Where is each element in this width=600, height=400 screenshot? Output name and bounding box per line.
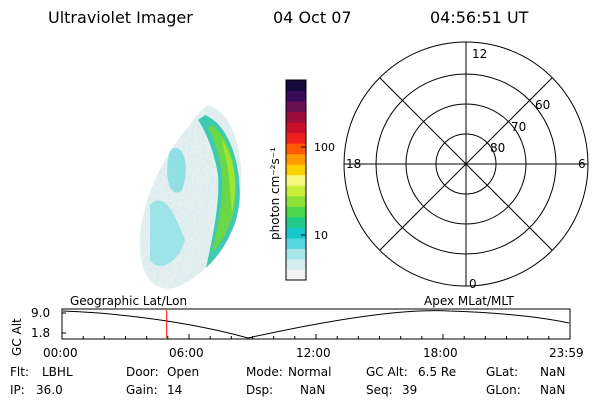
colorbar-cell: [286, 143, 306, 155]
colorbar-cell: [286, 269, 306, 281]
gain-value: 14: [167, 383, 183, 397]
colorbar-cell: [286, 216, 306, 228]
colorbar-cell: [286, 164, 306, 176]
gc-alt-value: 6.5 Re: [418, 365, 457, 379]
mlt-label-12: 12: [472, 47, 488, 61]
glat-label: GLat:: [486, 365, 519, 379]
timeline-xtick-1200: 12:00: [296, 346, 331, 360]
instrument-title: Ultraviolet Imager: [48, 8, 193, 27]
seq-value: 39: [402, 383, 418, 397]
colorbar-cell: [286, 206, 306, 218]
ring-label-60: 60: [535, 98, 551, 112]
timeline-xtick-0600: 06:00: [169, 346, 204, 360]
colorbar-tick-label-10: 10: [314, 229, 328, 242]
mlt-label-0: 0: [469, 277, 477, 291]
ip-label: IP:: [10, 383, 25, 397]
dsp-value: NaN: [300, 383, 326, 397]
colorbar-cell: [286, 258, 306, 270]
colorbar-cell: [286, 111, 306, 123]
gc-altitude-curve: [62, 310, 570, 339]
timeline-ytick-bottom: 1.8: [31, 326, 51, 340]
colorbar-cell: [286, 185, 306, 197]
glat-value: NaN: [540, 365, 566, 379]
observation-time: 04:56:51 UT: [430, 8, 529, 27]
door-value: Open: [167, 365, 200, 379]
colorbar-cell: [286, 248, 306, 260]
colorbar-cell: [286, 122, 306, 134]
mlt-label-6: 6: [578, 157, 586, 171]
colorbar-cell: [286, 90, 306, 102]
glon-value: NaN: [540, 383, 566, 397]
colorbar-cell: [286, 237, 306, 249]
mode-value: Normal: [288, 365, 332, 379]
ring-label-70: 70: [511, 120, 527, 134]
colorbar-cell: [286, 101, 306, 113]
colorbar-cell: [286, 132, 306, 144]
observation-date: 04 Oct 07: [273, 8, 352, 27]
seq-label: Seq:: [366, 383, 393, 397]
mlt-label-18: 18: [346, 157, 362, 171]
colorbar-cell: [286, 174, 306, 186]
gc-alt-label: GC Alt:: [366, 365, 408, 379]
colorbar-tick-label-100: 100: [314, 141, 335, 154]
ip-value: 36.0: [36, 383, 63, 397]
door-label: Door:: [126, 365, 159, 379]
timeline-xtick-2359: 23:59: [549, 346, 584, 360]
colorbar-cell: [286, 195, 306, 207]
timeline-right-title: Apex MLat/MLT: [424, 294, 514, 308]
colorbar-cell: [286, 227, 306, 239]
timeline-ytick-top: 9.0: [31, 306, 51, 320]
filter-label: Flt:: [10, 365, 29, 379]
dsp-label: Dsp:: [246, 383, 274, 397]
timeline-xtick-0000: 00:00: [43, 346, 78, 360]
timeline-xtick-1800: 18:00: [423, 346, 458, 360]
ring-label-80: 80: [490, 141, 506, 155]
mode-label: Mode:: [246, 365, 283, 379]
glon-label: GLon:: [486, 383, 521, 397]
colorbar-cell: [286, 153, 306, 165]
filter-value: LBHL: [42, 365, 73, 379]
gain-label: Gain:: [126, 383, 158, 397]
timeline-left-title: Geographic Lat/Lon: [70, 294, 188, 308]
colorbar-cell: [286, 80, 306, 92]
